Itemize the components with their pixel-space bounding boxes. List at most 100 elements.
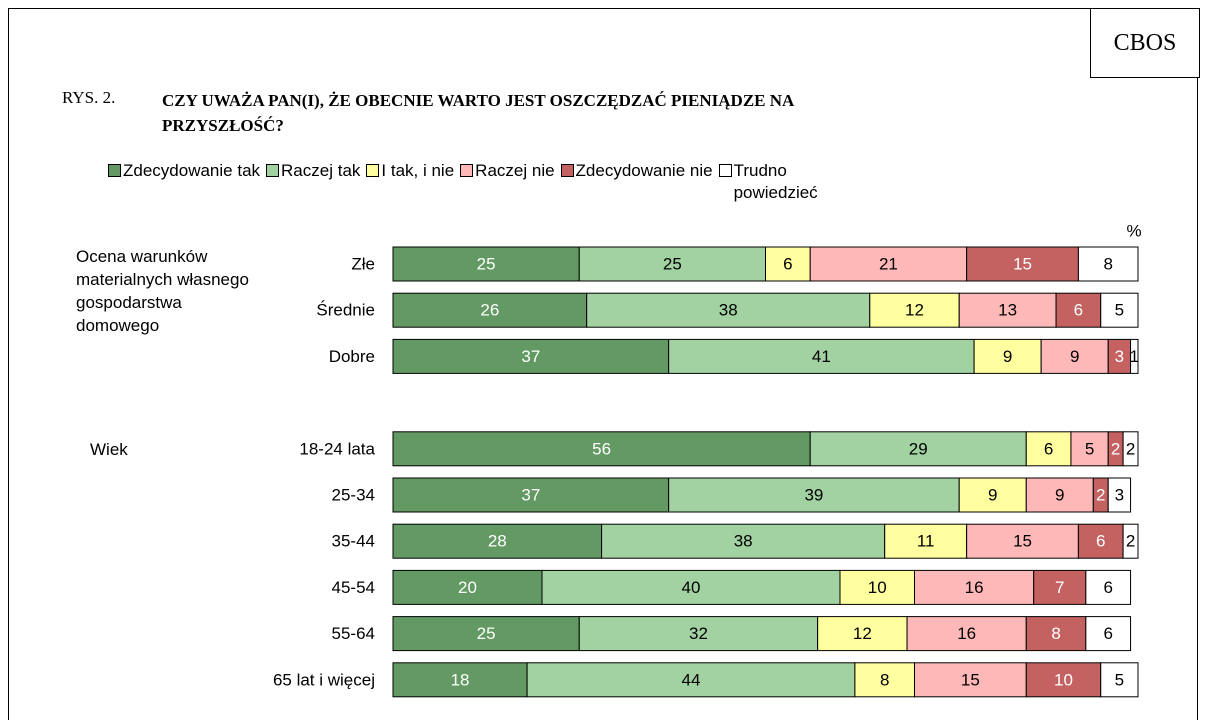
frame: [8, 8, 1198, 720]
bar-segment: [1033, 569, 1087, 605]
bar-segment: [668, 477, 960, 513]
value-label: 8: [880, 670, 889, 689]
bar-segment: [1025, 616, 1087, 652]
bar-segment: [601, 523, 886, 559]
bar-segment: [958, 292, 1057, 328]
legend-item: Raczej nie: [460, 160, 555, 204]
value-label: 6: [783, 255, 792, 274]
category-label: 35-44: [332, 532, 375, 551]
bar-segment: [392, 523, 603, 559]
legend-label: I tak, i nie: [381, 161, 455, 180]
bar-segment: [966, 246, 1079, 282]
value-label: 6: [1074, 301, 1083, 320]
value-label: 2: [1126, 439, 1135, 458]
value-label: 25: [477, 255, 496, 274]
legend-item: Zdecydowanie nie: [560, 160, 713, 204]
value-label: 28: [488, 532, 507, 551]
bar-segment: [906, 616, 1027, 652]
value-label: 6: [1044, 439, 1053, 458]
value-label: 20: [458, 578, 477, 597]
value-label: 2: [1126, 532, 1135, 551]
category-label: 18-24 lata: [299, 439, 375, 458]
bar-segment: [1122, 523, 1139, 559]
bar-segment: [1025, 662, 1102, 698]
bar-segment: [392, 477, 670, 513]
bar-segment: [578, 616, 819, 652]
legend-label: Trudno powiedzieć: [733, 161, 818, 202]
bar-segment: [392, 246, 580, 282]
legend-label: Zdecydowanie nie: [575, 161, 713, 180]
legend-item: I tak, i nie: [366, 160, 454, 204]
bar-segment: [392, 569, 543, 605]
value-label: 37: [521, 347, 540, 366]
value-label: 56: [592, 439, 611, 458]
bar-segment: [1100, 292, 1139, 328]
value-label: 38: [734, 532, 753, 551]
value-label: 18: [451, 670, 470, 689]
value-label: 8: [1051, 624, 1060, 643]
group-label: Ocena warunków materialnych własnego gos…: [76, 247, 249, 335]
value-label: 12: [905, 301, 924, 320]
legend-item: Trudno powiedzieć: [718, 160, 854, 204]
value-label: 10: [1054, 670, 1073, 689]
value-label: 16: [957, 624, 976, 643]
value-label: 1: [1130, 347, 1139, 366]
value-label: 12: [853, 624, 872, 643]
bar-segment: [884, 523, 968, 559]
bar-segment: [1085, 616, 1132, 652]
value-label: 15: [1013, 255, 1032, 274]
bar-segment: [392, 338, 670, 374]
bar-segment: [392, 662, 528, 698]
legend-label: Raczej nie: [475, 161, 555, 180]
legend-swatch: [718, 164, 732, 177]
category-label: Średnie: [316, 301, 375, 320]
chart-title: CZY UWAŻA PAN(I), ŻE OBECNIE WARTO JEST …: [162, 91, 794, 135]
value-label: 15: [961, 670, 980, 689]
bar-segment: [1077, 523, 1124, 559]
bar-segment: [541, 569, 841, 605]
bar-segment: [578, 246, 766, 282]
legend-item: Raczej tak: [266, 160, 360, 204]
value-label: 16: [965, 578, 984, 597]
value-label: 21: [879, 255, 898, 274]
legend-swatch: [560, 164, 574, 177]
value-label: 6: [1103, 624, 1112, 643]
value-label: 29: [909, 439, 928, 458]
value-label: 39: [804, 486, 823, 505]
value-label: 25: [663, 255, 682, 274]
bar-segment: [973, 338, 1042, 374]
bar-segment: [1070, 431, 1109, 467]
source-label: CBOS: [1090, 8, 1200, 78]
value-label: 6: [1103, 578, 1112, 597]
bar-segment: [1025, 477, 1094, 513]
legend-swatch: [460, 164, 474, 177]
bar-segment: [817, 616, 908, 652]
value-label: 9: [1003, 347, 1012, 366]
bar-segment: [526, 662, 856, 698]
value-label: 6: [1096, 532, 1105, 551]
value-label: 9: [988, 486, 997, 505]
bar-segment: [1055, 292, 1102, 328]
bar-segment: [392, 616, 580, 652]
bar-segment: [809, 431, 1027, 467]
bar-segment: [1100, 662, 1139, 698]
value-label: 38: [719, 301, 738, 320]
bar-segment: [765, 246, 811, 282]
category-label: 45-54: [332, 578, 375, 597]
bar-segment: [854, 662, 916, 698]
value-label: 3: [1115, 486, 1124, 505]
value-label: 9: [1055, 486, 1064, 505]
bar-segment: [1107, 477, 1132, 513]
category-label: Złe: [351, 255, 375, 274]
value-label: 5: [1085, 439, 1094, 458]
value-label: 15: [1013, 532, 1032, 551]
category-label: 65 lat i więcej: [273, 670, 375, 689]
value-label: 13: [998, 301, 1017, 320]
value-label: 40: [682, 578, 701, 597]
value-label: 26: [480, 301, 499, 320]
legend-swatch: [266, 164, 280, 177]
figure-label: RYS. 2.: [62, 88, 116, 107]
value-label: 7: [1055, 578, 1064, 597]
